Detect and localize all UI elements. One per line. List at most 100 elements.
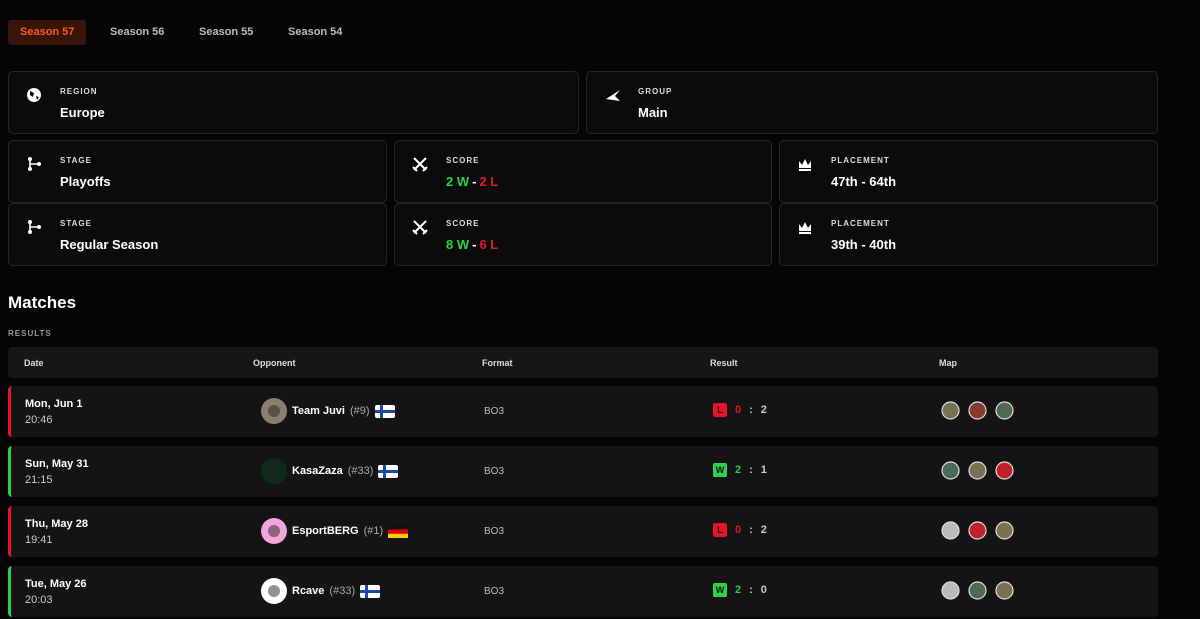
score-own: 2 — [735, 464, 742, 476]
opponent: KasaZaza (#33) — [261, 458, 399, 484]
flag — [388, 524, 409, 538]
flag — [374, 404, 395, 418]
match-row[interactable]: Sun, May 31 21:15 KasaZaza (#33) BO3 W 2:1 — [8, 446, 1158, 497]
stage-card: STAGE Playoffs — [8, 140, 387, 203]
wins: 2 W — [446, 174, 470, 189]
season-tab[interactable]: Season 56 — [110, 26, 165, 38]
match-date: Mon, Jun 1 — [25, 398, 83, 410]
result-badge: W — [713, 583, 727, 597]
stage-card: SCORE 2 W-2 L — [394, 140, 772, 203]
team-logo — [261, 578, 287, 604]
team-name: KasaZaza — [292, 465, 343, 477]
stage-card: PLACEMENT 47th - 64th — [779, 140, 1158, 203]
team-name: Rcave — [292, 585, 325, 597]
maps — [941, 581, 1014, 600]
card-icon — [412, 157, 428, 172]
separator: - — [472, 174, 477, 189]
result-badge: W — [713, 463, 727, 477]
season-tab[interactable]: Season 54 — [288, 26, 343, 38]
format: BO3 — [484, 526, 505, 537]
result-badge: L — [713, 403, 727, 417]
section-subtitle: RESULTS — [8, 329, 52, 338]
match-time: 20:46 — [25, 414, 53, 426]
season-tab[interactable]: Season 55 — [199, 26, 254, 38]
column-header: Date — [24, 358, 44, 368]
flag — [360, 584, 381, 598]
maps — [941, 401, 1014, 420]
card-icon — [799, 159, 811, 171]
info-card: REGION Europe — [8, 71, 579, 134]
match-row[interactable]: Mon, Jun 1 20:46 Team Juvi (#9) BO3 L 0:2 — [8, 386, 1158, 437]
score-opp: 2 — [760, 404, 767, 416]
card-label: PLACEMENT — [831, 219, 890, 228]
opponent: Rcave (#33) — [261, 578, 381, 604]
match-row[interactable]: Tue, May 26 20:03 Rcave (#33) BO3 W 2:0 — [8, 566, 1158, 617]
match-date: Thu, May 28 — [25, 518, 88, 530]
losses: 6 L — [479, 237, 499, 252]
match-time: 19:41 — [25, 534, 53, 546]
opponent: EsportBERG (#1) — [261, 518, 409, 544]
card-value: Main — [638, 105, 668, 120]
match-date: Tue, May 26 — [25, 578, 87, 590]
separator: - — [472, 237, 477, 252]
map-icon — [968, 401, 987, 420]
card-icon — [27, 156, 42, 172]
map-icon — [995, 521, 1014, 540]
card-value: 47th - 64th — [831, 174, 897, 189]
match-time: 21:15 — [25, 474, 53, 486]
score-own: 2 — [735, 584, 742, 596]
team-rank: (#9) — [350, 405, 370, 417]
column-header: Result — [710, 358, 738, 368]
card-label: PLACEMENT — [831, 156, 890, 165]
maps — [941, 521, 1014, 540]
wins: 8 W — [446, 237, 470, 252]
card-icon — [27, 219, 42, 235]
format: BO3 — [484, 586, 505, 597]
team-rank: (#33) — [329, 585, 356, 597]
season-tab[interactable]: Season 57 — [8, 20, 87, 45]
column-header: Opponent — [253, 358, 296, 368]
map-icon — [995, 461, 1014, 480]
card-icon — [27, 88, 41, 102]
score-opp: 1 — [760, 464, 767, 476]
column-header: Map — [939, 358, 957, 368]
format: BO3 — [484, 466, 505, 477]
card-label: STAGE — [60, 219, 92, 228]
score-separator: : — [749, 524, 753, 536]
card-value: 8 W-6 L — [446, 237, 498, 252]
map-icon — [968, 581, 987, 600]
card-value: Regular Season — [60, 237, 159, 252]
stage-card: SCORE 8 W-6 L — [394, 203, 772, 266]
losses: 2 L — [479, 174, 499, 189]
card-icon — [412, 220, 428, 235]
card-value: 2 W-2 L — [446, 174, 498, 189]
opponent: Team Juvi (#9) — [261, 398, 395, 424]
map-icon — [968, 521, 987, 540]
map-icon — [941, 461, 960, 480]
map-icon — [941, 521, 960, 540]
score-separator: : — [749, 404, 753, 416]
maps — [941, 461, 1014, 480]
score-separator: : — [749, 584, 753, 596]
card-icon — [606, 90, 620, 101]
match-row[interactable]: Thu, May 28 19:41 EsportBERG (#1) BO3 L 0:2 — [8, 506, 1158, 557]
info-card: GROUP Main — [586, 71, 1158, 134]
score-separator: : — [749, 464, 753, 476]
match-time: 20:03 — [25, 594, 53, 606]
flag — [378, 464, 399, 478]
card-label: SCORE — [446, 219, 480, 228]
team-logo — [261, 458, 287, 484]
result-badge: L — [713, 523, 727, 537]
team-logo — [261, 398, 287, 424]
card-label: SCORE — [446, 156, 480, 165]
score-own: 0 — [735, 524, 742, 536]
score-own: 0 — [735, 404, 742, 416]
map-icon — [941, 581, 960, 600]
match-date: Sun, May 31 — [25, 458, 89, 470]
stage-card: PLACEMENT 39th - 40th — [779, 203, 1158, 266]
team-name: Team Juvi — [292, 405, 345, 417]
